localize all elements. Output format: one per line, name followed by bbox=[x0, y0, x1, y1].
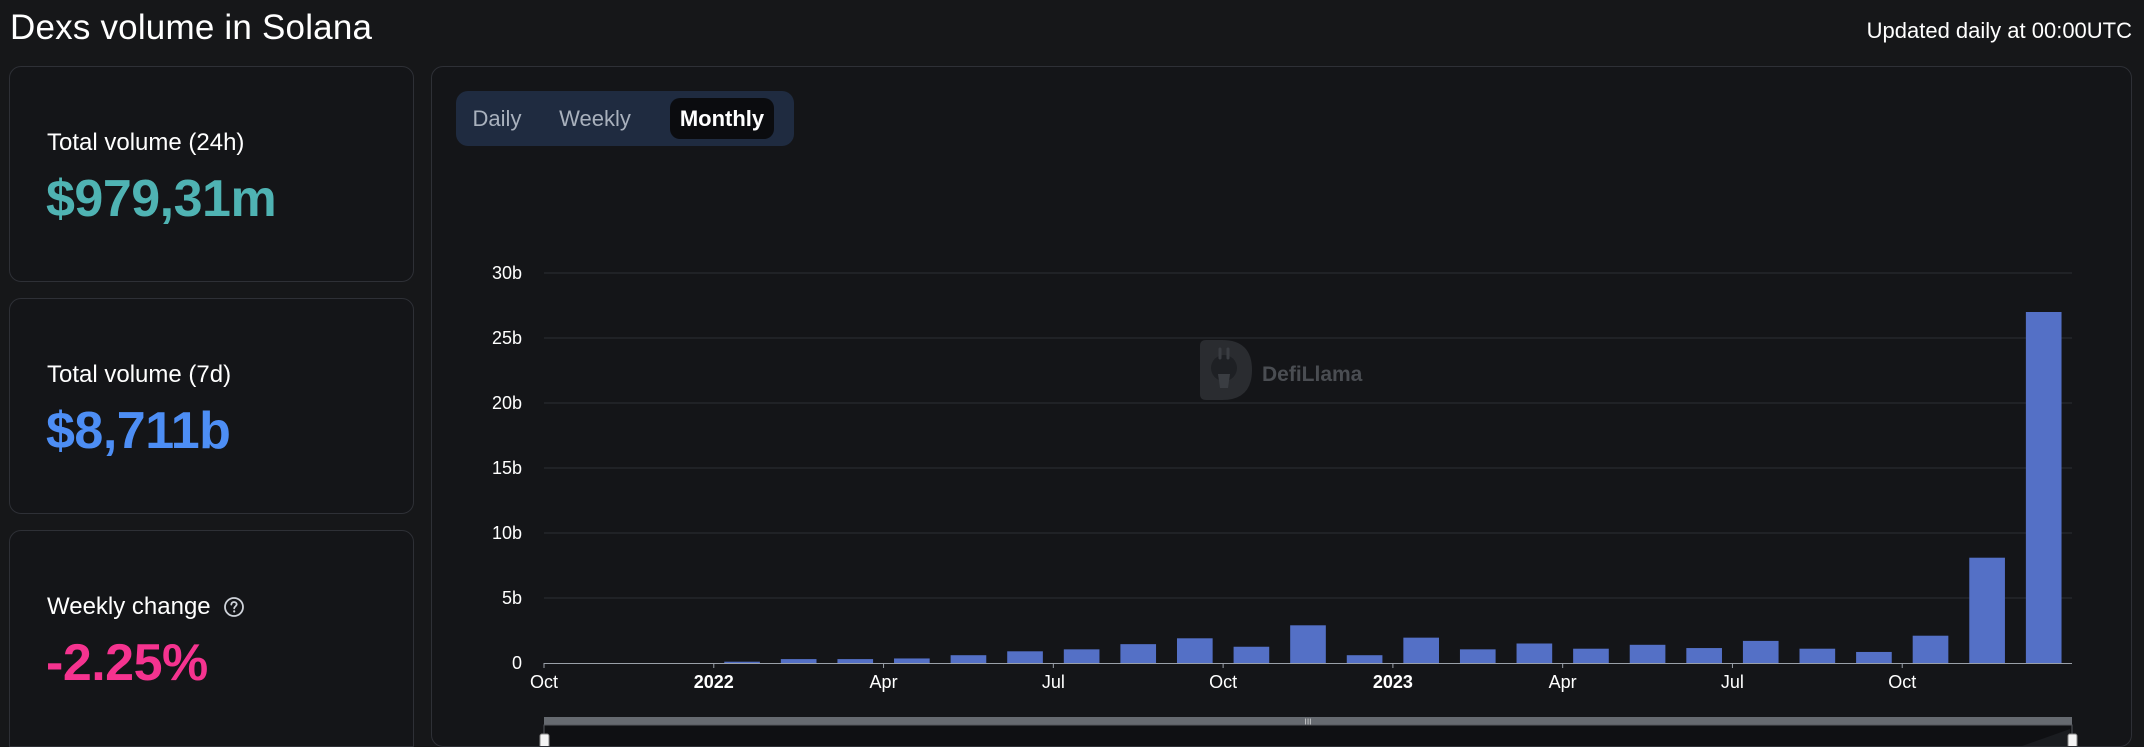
x-tick-label: 2022 bbox=[694, 672, 734, 692]
bar-2023-11[interactable] bbox=[1969, 557, 2005, 663]
stat-label-24h: Total volume (24h) bbox=[47, 129, 245, 156]
stat-card-7d-volume: Total volume (7d) $8,711b bbox=[9, 298, 414, 514]
bar-2022-03[interactable] bbox=[837, 659, 874, 663]
update-note: Updated daily at 00:00UTC bbox=[1866, 18, 2132, 43]
bar-2022-07[interactable] bbox=[1063, 649, 1100, 663]
bar-2023-05[interactable] bbox=[1629, 644, 1666, 663]
bar-2022-10[interactable] bbox=[1233, 646, 1270, 663]
bar-2022-01[interactable] bbox=[724, 661, 760, 663]
bar-2022-05[interactable] bbox=[950, 655, 987, 663]
x-tick-label: Jul bbox=[1721, 672, 1744, 692]
zoom-slider-track[interactable] bbox=[544, 717, 2072, 725]
x-tick-label: Oct bbox=[530, 672, 558, 692]
zoom-slider[interactable]: ||| bbox=[539, 717, 2078, 746]
x-tick-label: Oct bbox=[1209, 672, 1237, 692]
defillama-watermark: DefiLlama bbox=[1200, 340, 1363, 400]
bar-2022-09[interactable] bbox=[1176, 638, 1213, 663]
bar-2023-01[interactable] bbox=[1403, 637, 1440, 663]
bar-2023-07[interactable] bbox=[1742, 640, 1779, 663]
help-icon[interactable] bbox=[223, 596, 245, 618]
zoom-handle-left[interactable] bbox=[539, 733, 550, 746]
stat-card-24h-volume: Total volume (24h) $979,31m bbox=[9, 66, 414, 282]
stat-value-24h: $979,31m bbox=[46, 170, 277, 228]
x-tick-label: Apr bbox=[870, 672, 898, 692]
bar-2022-08[interactable] bbox=[1120, 644, 1157, 663]
bar-2022-06[interactable] bbox=[1007, 651, 1043, 663]
zoom-slider-window[interactable] bbox=[543, 724, 2073, 746]
stat-label-7d: Total volume (7d) bbox=[47, 361, 232, 388]
bar-2023-03[interactable] bbox=[1516, 643, 1553, 664]
zoom-grip-icon: ||| bbox=[1304, 717, 1311, 727]
chart-panel: Daily Weekly Monthly DefiLlama 0 5b 10b 15b… bbox=[431, 66, 2132, 747]
stat-value-7d: $8,711b bbox=[46, 402, 231, 460]
x-tick-label: Oct bbox=[1888, 672, 1916, 692]
bar-2023-09[interactable] bbox=[1856, 651, 1892, 663]
bar-2023-10[interactable] bbox=[1912, 635, 1949, 663]
toggle-weekly[interactable]: Weekly bbox=[559, 106, 631, 131]
bar-2023-08[interactable] bbox=[1799, 648, 1836, 663]
stat-label-weekly-change-text: Weekly change bbox=[47, 593, 211, 620]
page-title: Dexs volume in Solana bbox=[10, 8, 373, 47]
toggle-daily[interactable]: Daily bbox=[472, 106, 522, 131]
bar-2022-04[interactable] bbox=[894, 658, 930, 663]
bar-2023-04[interactable] bbox=[1573, 648, 1609, 663]
bar-2023-12[interactable] bbox=[2025, 312, 2062, 663]
y-tick-label: 20b bbox=[492, 393, 522, 413]
zoom-handle-right[interactable] bbox=[2067, 733, 2078, 746]
y-tick-label: 0 bbox=[512, 653, 522, 673]
volume-bar-chart: DefiLlama 0 5b 10b 15b 20b 25b 30b Oct 2022 Apr Ju… bbox=[492, 263, 2078, 746]
bar-2023-02[interactable] bbox=[1459, 649, 1496, 663]
y-tick-label: 15b bbox=[492, 458, 522, 478]
bar-2023-06[interactable] bbox=[1686, 648, 1722, 663]
bar-2022-02[interactable] bbox=[780, 659, 817, 663]
toggle-monthly[interactable]: Monthly bbox=[670, 98, 774, 139]
y-tick-label: 25b bbox=[492, 328, 522, 348]
bar-2022-11[interactable] bbox=[1290, 625, 1326, 663]
stat-card-weekly-change: Weekly change -2.25% bbox=[9, 530, 414, 747]
stat-label-weekly-change: Weekly change bbox=[47, 593, 245, 621]
stat-value-weekly-change: -2.25% bbox=[46, 634, 208, 692]
bar-2022-12[interactable] bbox=[1346, 655, 1383, 663]
x-tick-label: 2023 bbox=[1373, 672, 1413, 692]
y-tick-label: 5b bbox=[502, 588, 522, 608]
x-tick-label: Apr bbox=[1549, 672, 1577, 692]
period-toggle: Daily Weekly Monthly bbox=[456, 91, 794, 146]
y-tick-label: 10b bbox=[492, 523, 522, 543]
zoom-preview-area bbox=[2022, 729, 2070, 746]
x-tick-label: Jul bbox=[1042, 672, 1065, 692]
watermark-text: DefiLlama bbox=[1262, 363, 1363, 386]
y-tick-label: 30b bbox=[492, 263, 522, 283]
